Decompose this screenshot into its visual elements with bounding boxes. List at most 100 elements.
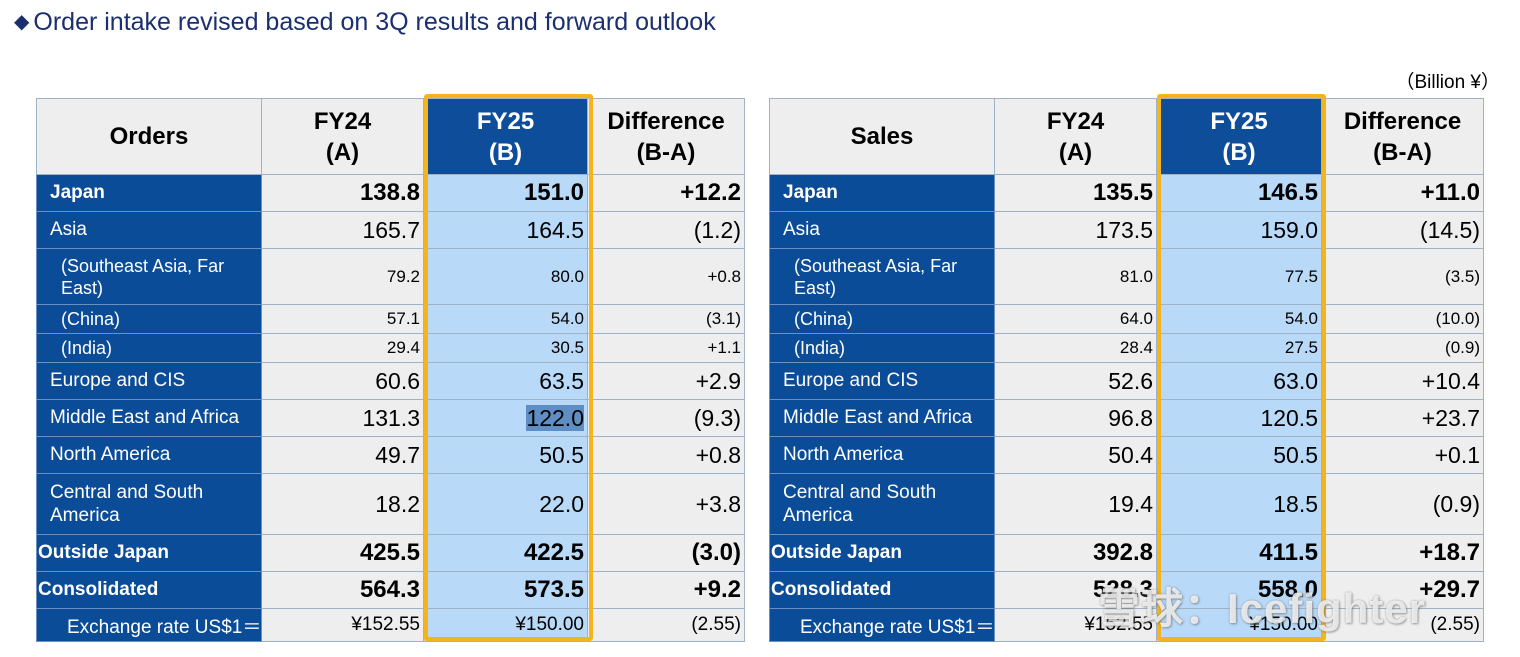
row-label: Exchange rate US$1＝ bbox=[36, 608, 262, 642]
cell-fy25: 422.5 bbox=[423, 534, 588, 572]
cell-fy25: 411.5 bbox=[1156, 534, 1322, 572]
orders-header-diff: Difference (B-A) bbox=[587, 98, 745, 175]
sales-header-row: Sales FY24 (A) FY25 (B) Difference (B-A) bbox=[769, 98, 1484, 175]
cell-diff: (14.5) bbox=[1321, 211, 1484, 249]
cell-fy24: 60.6 bbox=[261, 362, 424, 400]
row-label: Europe and CIS bbox=[36, 362, 262, 400]
orders-header-fy24: FY24 (A) bbox=[261, 98, 424, 175]
cell-fy25: 122.0 bbox=[423, 399, 588, 437]
cell-diff: +3.8 bbox=[587, 473, 745, 535]
cell-fy25: 63.5 bbox=[423, 362, 588, 400]
sales-header-fy25: FY25 (B) bbox=[1156, 98, 1322, 175]
cell-fy24: 79.2 bbox=[261, 248, 424, 305]
table-row: Exchange rate US$1＝ ¥152.55 ¥150.00 (2.5… bbox=[36, 608, 745, 642]
cell-fy25: 159.0 bbox=[1156, 211, 1322, 249]
row-label: Middle East and Africa bbox=[769, 399, 995, 437]
cell-fy25: 63.0 bbox=[1156, 362, 1322, 400]
orders-header-row: Orders FY24 (A) FY25 (B) Difference (B-A) bbox=[36, 98, 745, 175]
cell-fy24: 131.3 bbox=[261, 399, 424, 437]
cell-diff: +1.1 bbox=[587, 333, 745, 363]
row-label: Middle East and Africa bbox=[36, 399, 262, 437]
table-row: Consolidated 528.3 558.0 +29.7 bbox=[769, 571, 1484, 609]
cell-fy25: 164.5 bbox=[423, 211, 588, 249]
row-label: (India) bbox=[769, 333, 995, 363]
table-row: North America 50.4 50.5 +0.1 bbox=[769, 436, 1484, 474]
cell-fy25: ¥150.00 bbox=[1156, 608, 1322, 642]
table-row: North America 49.7 50.5 +0.8 bbox=[36, 436, 745, 474]
cell-diff: (0.9) bbox=[1321, 473, 1484, 535]
orders-table: Orders FY24 (A) FY25 (B) Difference (B-A) J… bbox=[36, 98, 745, 642]
cell-fy24: 29.4 bbox=[261, 333, 424, 363]
cell-fy25: 54.0 bbox=[423, 304, 588, 334]
cell-fy25: 77.5 bbox=[1156, 248, 1322, 305]
row-label: (China) bbox=[769, 304, 995, 334]
row-label: North America bbox=[769, 436, 995, 474]
cell-diff: (3.5) bbox=[1321, 248, 1484, 305]
cell-fy24: 425.5 bbox=[261, 534, 424, 572]
row-label: Asia bbox=[36, 211, 262, 249]
cell-fy24: 564.3 bbox=[261, 571, 424, 609]
cell-fy24: 18.2 bbox=[261, 473, 424, 535]
table-row: Outside Japan 425.5 422.5 (3.0) bbox=[36, 534, 745, 572]
cell-fy24: 392.8 bbox=[994, 534, 1157, 572]
cell-diff: (2.55) bbox=[587, 608, 745, 642]
table-row: Exchange rate US$1＝ ¥152.55 ¥150.00 (2.5… bbox=[769, 608, 1484, 642]
cell-fy24: 528.3 bbox=[994, 571, 1157, 609]
row-label: (India) bbox=[36, 333, 262, 363]
cell-diff: (9.3) bbox=[587, 399, 745, 437]
row-label: Central and South America bbox=[36, 473, 262, 535]
row-label: (Southeast Asia, Far East) bbox=[769, 248, 995, 305]
table-row: Asia 165.7 164.5 (1.2) bbox=[36, 211, 745, 249]
cell-diff: +0.1 bbox=[1321, 436, 1484, 474]
selected-text-highlight: 122.0 bbox=[526, 404, 584, 431]
table-row: (Southeast Asia, Far East) 81.0 77.5 (3.… bbox=[769, 248, 1484, 305]
table-row: Middle East and Africa 131.3 122.0 (9.3) bbox=[36, 399, 745, 437]
cell-diff: +29.7 bbox=[1321, 571, 1484, 609]
cell-fy25: 54.0 bbox=[1156, 304, 1322, 334]
cell-fy24: 135.5 bbox=[994, 174, 1157, 212]
cell-diff: +9.2 bbox=[587, 571, 745, 609]
cell-diff: (3.0) bbox=[587, 534, 745, 572]
cell-fy24: 64.0 bbox=[994, 304, 1157, 334]
orders-header-fy25: FY25 (B) bbox=[423, 98, 588, 175]
unit-label: （Billion ¥） bbox=[1395, 72, 1500, 93]
row-label: Consolidated bbox=[36, 571, 262, 609]
cell-diff: (1.2) bbox=[587, 211, 745, 249]
sales-header-fy24: FY24 (A) bbox=[994, 98, 1157, 175]
cell-diff: +23.7 bbox=[1321, 399, 1484, 437]
cell-fy24: 165.7 bbox=[261, 211, 424, 249]
table-row: Japan 138.8 151.0 +12.2 bbox=[36, 174, 745, 212]
cell-fy25: 120.5 bbox=[1156, 399, 1322, 437]
cell-fy24: ¥152.55 bbox=[261, 608, 424, 642]
table-row: (India) 29.4 30.5 +1.1 bbox=[36, 333, 745, 363]
cell-fy25: 22.0 bbox=[423, 473, 588, 535]
table-row: Middle East and Africa 96.8 120.5 +23.7 bbox=[769, 399, 1484, 437]
cell-fy24: 173.5 bbox=[994, 211, 1157, 249]
row-label: North America bbox=[36, 436, 262, 474]
title-text: Order intake revised based on 3Q results… bbox=[33, 8, 716, 36]
cell-diff: +11.0 bbox=[1321, 174, 1484, 212]
table-row: Outside Japan 392.8 411.5 +18.7 bbox=[769, 534, 1484, 572]
cell-fy25: 50.5 bbox=[423, 436, 588, 474]
cell-fy24: 28.4 bbox=[994, 333, 1157, 363]
cell-diff: +2.9 bbox=[587, 362, 745, 400]
sales-header-label: Sales bbox=[769, 98, 995, 175]
cell-fy25: 151.0 bbox=[423, 174, 588, 212]
cell-fy24: 49.7 bbox=[261, 436, 424, 474]
cell-fy24: 81.0 bbox=[994, 248, 1157, 305]
cell-diff: +10.4 bbox=[1321, 362, 1484, 400]
cell-diff: (0.9) bbox=[1321, 333, 1484, 363]
cell-fy25: 27.5 bbox=[1156, 333, 1322, 363]
table-row: Consolidated 564.3 573.5 +9.2 bbox=[36, 571, 745, 609]
cell-fy25: 80.0 bbox=[423, 248, 588, 305]
row-label: (China) bbox=[36, 304, 262, 334]
row-label: Outside Japan bbox=[769, 534, 995, 572]
cell-fy25: 30.5 bbox=[423, 333, 588, 363]
sales-table: Sales FY24 (A) FY25 (B) Difference (B-A) Ja… bbox=[769, 98, 1484, 642]
cell-fy24: 57.1 bbox=[261, 304, 424, 334]
table-row: (India) 28.4 27.5 (0.9) bbox=[769, 333, 1484, 363]
table-row: (China) 64.0 54.0 (10.0) bbox=[769, 304, 1484, 334]
cell-fy25: ¥150.00 bbox=[423, 608, 588, 642]
orders-header-label: Orders bbox=[36, 98, 262, 175]
row-label: Japan bbox=[769, 174, 995, 212]
